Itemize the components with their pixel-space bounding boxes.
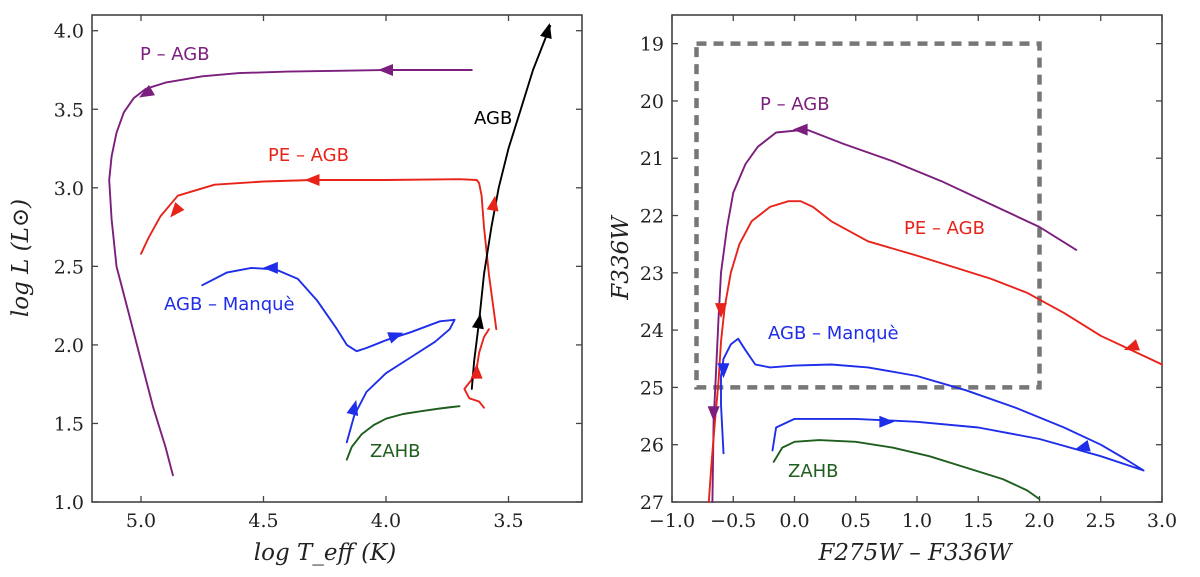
right-label-peagb: PE – AGB [904,218,985,239]
right-direction-arrow [792,123,808,136]
right-direction-arrow [717,363,730,379]
left-x-axis-label: log T_eff (K) [254,540,396,566]
right-track-agb-manqu [720,337,1145,472]
right-y-tick-label: 19 [640,34,664,56]
right-direction-arrow [707,406,720,422]
left-y-tick-label: 3.0 [54,178,84,200]
right-y-tick-label: 26 [640,435,664,457]
left-arrow-group [138,22,552,417]
right-y-axis-label: F336W [608,214,634,301]
right-x-tick-label: 3.0 [1147,510,1177,532]
right-y-tick-label: 20 [640,91,664,113]
left-y-tick-label: 3.5 [54,99,84,121]
highlight-box [694,41,1042,390]
left-direction-arrow [138,84,155,98]
left-plot-frame [91,14,583,503]
right-plot-frame [671,14,1163,503]
left-label-zahb: ZAHB [370,441,421,462]
left-track-agb-manqu [201,266,456,444]
right-direction-arrow [1123,339,1141,351]
right-x-tick-label: 0.0 [779,510,809,532]
left-direction-arrow [378,63,393,76]
left-direction-arrow [471,313,484,330]
right-x-tick-label: −1.0 [649,510,695,532]
left-track-agb [470,25,552,390]
left-direction-arrow [540,22,552,40]
hr-diagram-panel: 5.0 4.5 4.0 3.5 1.0 1.5 2.0 2.5 3.0 3.5 4.0 P – AG… [8,14,583,566]
right-x-tick-label: 0.5 [841,510,871,532]
right-x-tick-label: 2.5 [1086,510,1116,532]
right-track-pe-agb [707,200,1163,503]
left-direction-arrow [486,195,499,212]
left-y-tick-label: 1.0 [54,492,84,514]
left-label-agb: AGB [474,108,512,129]
right-y-tick-label: 21 [640,148,664,170]
right-direction-arrow [879,415,895,428]
right-y-tick-label: 25 [640,377,664,399]
right-y-tick-label: 27 [640,492,664,514]
left-x-tick-label: 4.0 [371,510,401,532]
left-track-zahb [345,405,461,461]
right-label-zahb: ZAHB [788,461,839,482]
right-x-axis-label: F275W – F336W [817,540,1013,566]
right-track-p-agb [711,128,1078,503]
right-x-tick-label: −0.5 [710,510,756,532]
left-direction-arrow [470,363,483,379]
left-direction-arrow [346,400,359,417]
left-label-peagb: PE – AGB [268,145,349,166]
left-y-tick-label: 1.5 [54,413,84,435]
left-direction-arrow [170,202,185,218]
right-x-tick-label: 1.0 [902,510,932,532]
right-y-tick-label: 24 [640,320,664,342]
left-x-tick-label: 5.0 [126,510,156,532]
left-x-tick-label: 4.5 [248,510,278,532]
left-y-tick-label: 2.0 [54,335,84,357]
right-tick-group: −1.0 −0.5 0.0 0.5 1.0 1.5 2.0 2.5 3.0 19 20 21 22 23 2… [640,15,1177,532]
left-direction-arrow [262,261,278,274]
left-tick-group: 5.0 4.5 4.0 3.5 1.0 1.5 2.0 2.5 3.0 3.5 4.0 [54,15,582,532]
right-track-group [707,128,1163,503]
left-track-group [108,25,552,477]
left-track-p-agb [108,69,473,477]
right-label-agb-manque: AGB – Manquè [768,323,899,344]
right-x-tick-label: 2.0 [1024,510,1054,532]
right-x-tick-label: 1.5 [963,510,993,532]
right-y-tick-label: 22 [640,206,664,228]
right-label-pagb: P – AGB [760,94,830,115]
right-track-zahb [772,439,1041,501]
cmd-panel: −1.0 −0.5 0.0 0.5 1.0 1.5 2.0 2.5 3.0 19 20 21 22 23 2… [608,14,1177,566]
left-direction-arrow [387,332,404,344]
left-label-agb-manque: AGB – Manquè [164,294,295,315]
left-x-tick-label: 3.5 [493,510,523,532]
right-arrow-group [707,123,1141,452]
right-y-tick-label: 23 [640,263,664,285]
left-y-tick-label: 2.5 [54,256,84,278]
left-label-pagb: P – AGB [140,44,210,65]
right-direction-arrow [715,303,727,319]
right-direction-arrow [1074,439,1091,452]
left-direction-arrow [304,173,320,186]
left-track-pe-agb [140,178,498,331]
left-y-axis-label: log L (L⊙) [8,199,34,317]
left-y-tick-label: 4.0 [54,21,84,43]
